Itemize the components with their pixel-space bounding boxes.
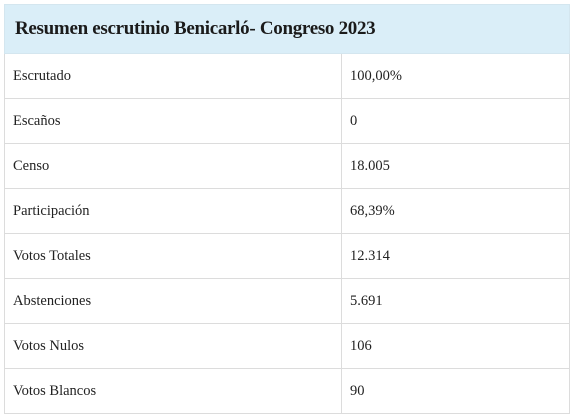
- table-row-votos-blancos: Votos Blancos 90: [4, 368, 571, 414]
- row-value: 18.005: [340, 143, 571, 189]
- table-row-votos-nulos: Votos Nulos 106: [4, 323, 571, 369]
- table-row-votos-totales: Votos Totales 12.314: [4, 233, 571, 279]
- row-value: 12.314: [340, 233, 571, 279]
- row-value: 0: [340, 98, 571, 144]
- row-label: Participación: [4, 188, 342, 234]
- row-value: 90: [340, 368, 571, 414]
- row-label: Escrutado: [4, 53, 342, 99]
- row-value: 100,00%: [340, 53, 571, 99]
- row-label: Escaños: [4, 98, 342, 144]
- row-label: Votos Blancos: [4, 368, 342, 414]
- row-label: Votos Totales: [4, 233, 342, 279]
- row-value: 106: [340, 323, 571, 369]
- row-label: Censo: [4, 143, 342, 189]
- table-title-row: Resumen escrutinio Benicarló- Congreso 2…: [3, 4, 571, 54]
- table-title: Resumen escrutinio Benicarló- Congreso 2…: [3, 4, 571, 54]
- results-summary-table: Resumen escrutinio Benicarló- Congreso 2…: [3, 4, 571, 414]
- table-row-escanos: Escaños 0: [4, 98, 571, 144]
- table-row-abstenciones: Abstenciones 5.691: [4, 278, 571, 324]
- row-value: 68,39%: [340, 188, 571, 234]
- row-value: 5.691: [340, 278, 571, 324]
- table-row-participacion: Participación 68,39%: [4, 188, 571, 234]
- table-row-censo: Censo 18.005: [4, 143, 571, 189]
- row-label: Votos Nulos: [4, 323, 342, 369]
- row-label: Abstenciones: [4, 278, 342, 324]
- table-row-escrutado: Escrutado 100,00%: [4, 53, 571, 99]
